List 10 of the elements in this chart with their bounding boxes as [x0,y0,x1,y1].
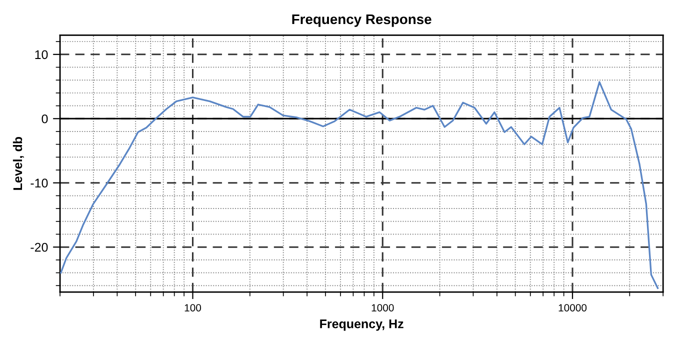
y-tick-label: 10 [35,50,48,60]
y-tick-label: -10 [30,178,48,188]
x-tick-label: 100 [184,304,202,312]
y-tick-label: -20 [30,242,48,252]
y-tick-label: 0 [42,114,48,124]
x-tick-label: 1000 [372,304,394,312]
x-tick-label: 10000 [558,304,587,312]
x-axis-title: Frequency, Hz [320,320,404,331]
chart-title: Frequency Response [292,14,432,27]
y-axis-title: Level, db [12,137,24,190]
